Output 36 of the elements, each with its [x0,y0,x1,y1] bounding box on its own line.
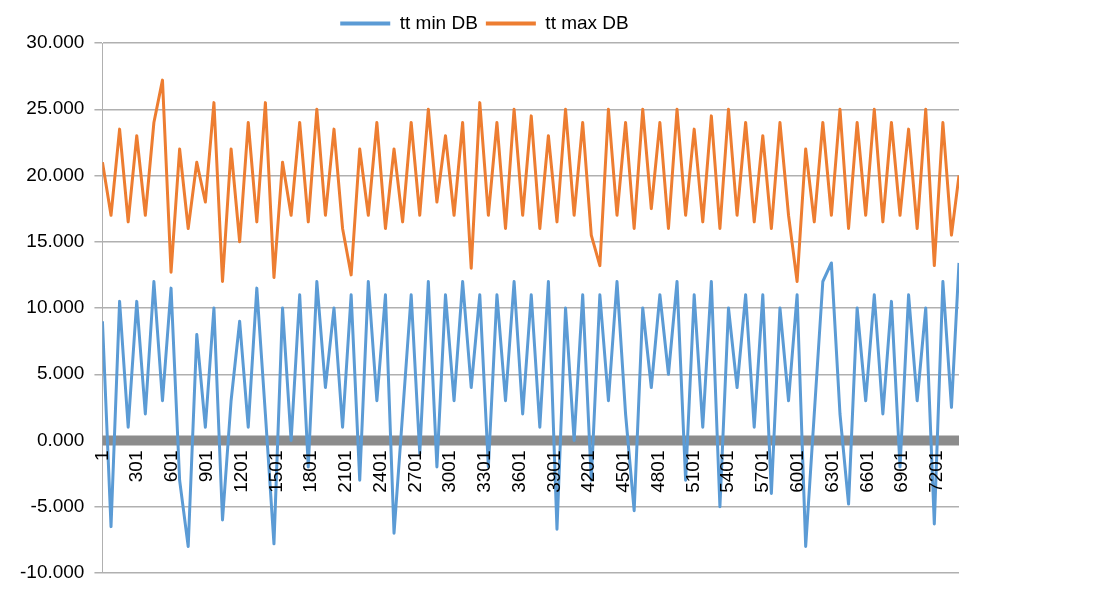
x-tick-label: 3301 [473,450,495,493]
x-tick-label: 901 [194,450,216,483]
x-tick-label: 1501 [264,450,286,493]
y-tick-label: 20.000 [26,163,85,185]
x-tick-label: 301 [125,450,147,483]
x-tick-label: 4201 [577,450,599,493]
x-tick-label: 6301 [820,450,842,493]
x-tick-label: 5101 [681,450,703,493]
x-tick-label: 3001 [438,450,460,493]
x-tick-label: 1801 [299,450,321,493]
legend-label: tt min DB [399,11,478,33]
x-tick-label: 6901 [890,450,912,493]
x-tick-label: 6601 [855,450,877,493]
y-tick-label: 5.000 [36,362,85,384]
legend-label: tt max DB [545,11,629,33]
x-tick-label: 1201 [229,450,251,493]
x-tick-label: 1 [90,450,112,462]
x-tick-label: 601 [160,450,182,483]
y-tick-label: 30.000 [26,31,85,53]
y-tick-label: -10.000 [19,561,85,583]
y-tick-label: -5.000 [30,494,85,516]
x-tick-label: 6001 [786,450,808,493]
y-tick-label: 25.000 [26,97,85,119]
y-tick-label: 10.000 [26,296,85,318]
x-tick-label: 2101 [334,450,356,493]
x-tick-label: 5401 [716,450,738,493]
x-tick-label: 3901 [542,450,564,493]
x-tick-label: 5701 [751,450,773,493]
y-tick-label: 0.000 [36,428,85,450]
x-tick-label: 7201 [925,450,947,493]
x-tick-label: 3601 [507,450,529,493]
x-tick-label: 4501 [612,450,634,493]
y-tick-label: 15.000 [26,229,85,251]
x-tick-label: 2401 [368,450,390,493]
x-tick-label: 4801 [646,450,668,493]
x-tick-label: 2701 [403,450,425,493]
